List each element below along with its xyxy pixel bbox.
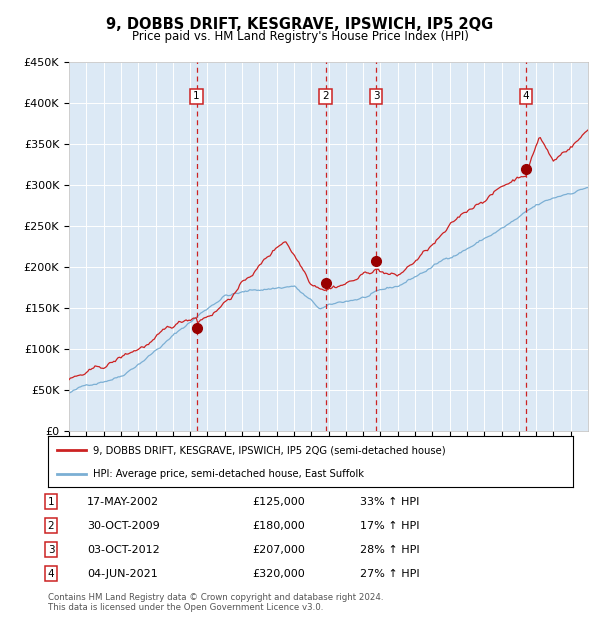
Text: Contains HM Land Registry data © Crown copyright and database right 2024.: Contains HM Land Registry data © Crown c… <box>48 593 383 603</box>
Text: 30-OCT-2009: 30-OCT-2009 <box>87 521 160 531</box>
Text: Price paid vs. HM Land Registry's House Price Index (HPI): Price paid vs. HM Land Registry's House … <box>131 30 469 43</box>
Text: 03-OCT-2012: 03-OCT-2012 <box>87 545 160 555</box>
Text: 1: 1 <box>47 497 55 507</box>
Text: 33% ↑ HPI: 33% ↑ HPI <box>360 497 419 507</box>
Text: £125,000: £125,000 <box>252 497 305 507</box>
Text: £180,000: £180,000 <box>252 521 305 531</box>
Text: 28% ↑ HPI: 28% ↑ HPI <box>360 545 419 555</box>
Text: 3: 3 <box>47 545 55 555</box>
Text: 3: 3 <box>373 91 379 102</box>
Text: £320,000: £320,000 <box>252 569 305 579</box>
Text: 9, DOBBS DRIFT, KESGRAVE, IPSWICH, IP5 2QG (semi-detached house): 9, DOBBS DRIFT, KESGRAVE, IPSWICH, IP5 2… <box>92 445 445 455</box>
Text: 4: 4 <box>47 569 55 579</box>
Text: 1: 1 <box>193 91 200 102</box>
Text: 17-MAY-2002: 17-MAY-2002 <box>87 497 159 507</box>
Text: £207,000: £207,000 <box>252 545 305 555</box>
Text: 04-JUN-2021: 04-JUN-2021 <box>87 569 158 579</box>
Text: 2: 2 <box>322 91 329 102</box>
Text: HPI: Average price, semi-detached house, East Suffolk: HPI: Average price, semi-detached house,… <box>92 469 364 479</box>
Text: 17% ↑ HPI: 17% ↑ HPI <box>360 521 419 531</box>
Text: This data is licensed under the Open Government Licence v3.0.: This data is licensed under the Open Gov… <box>48 603 323 613</box>
Text: 27% ↑ HPI: 27% ↑ HPI <box>360 569 419 579</box>
Text: 2: 2 <box>47 521 55 531</box>
Text: 4: 4 <box>523 91 529 102</box>
Text: 9, DOBBS DRIFT, KESGRAVE, IPSWICH, IP5 2QG: 9, DOBBS DRIFT, KESGRAVE, IPSWICH, IP5 2… <box>106 17 494 32</box>
